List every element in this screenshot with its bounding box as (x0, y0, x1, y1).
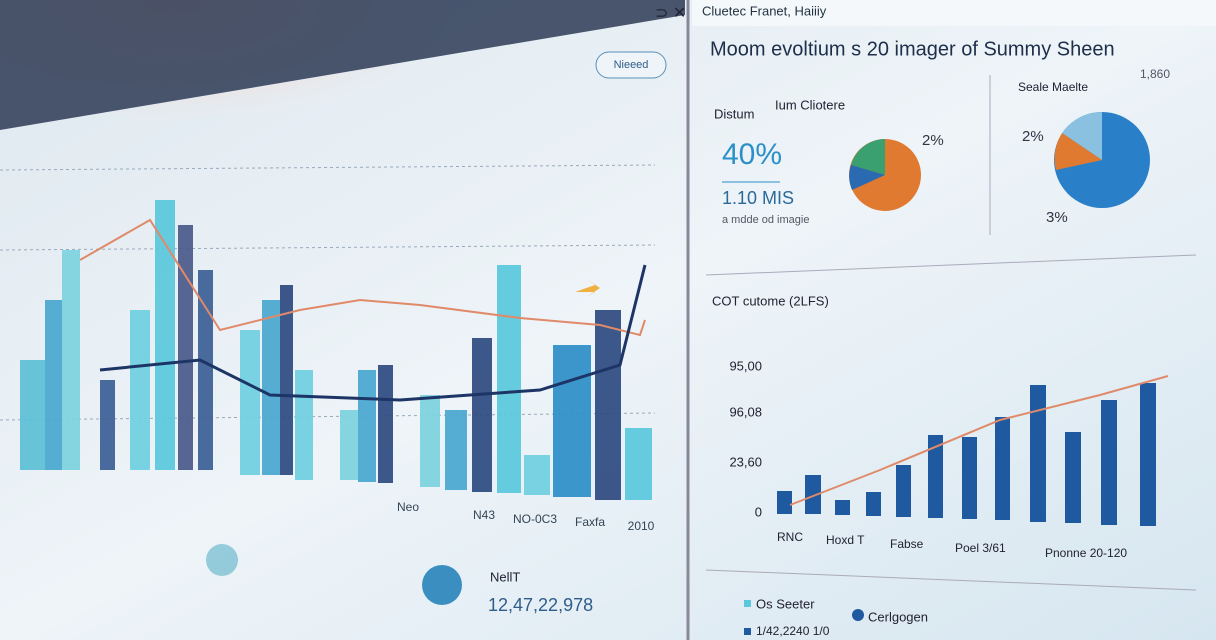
pie-label: 2% (922, 132, 944, 149)
legend-swatch (744, 600, 751, 607)
pie-label: 3% (1046, 209, 1068, 226)
window-controls[interactable]: ⊃ ✕ (655, 5, 686, 22)
pie-extra: 1,860 (1140, 67, 1170, 81)
pie-label: 2% (1022, 128, 1044, 145)
footer-label: NellT (490, 569, 520, 584)
legend-label: Cerlgogen (868, 609, 928, 624)
x-label: NO-0C3 (513, 512, 557, 526)
x-label: Fabse (890, 537, 924, 551)
pie (1054, 111, 1150, 208)
y-labels: 95,00 96,08 23,60 0 (729, 358, 762, 519)
bars (777, 383, 1156, 526)
grid-line (0, 164, 656, 171)
pie-title: Seale Maelte (1018, 80, 1088, 94)
trend-line (789, 375, 1169, 506)
icon (206, 544, 238, 576)
x-label: 2010 (628, 519, 655, 533)
kpi-value: 40% (722, 138, 782, 171)
y-label: 96,08 (729, 404, 762, 419)
legend-swatch (852, 609, 864, 621)
right-header (692, 0, 1216, 26)
trend-line (99, 264, 647, 402)
divider (705, 569, 1197, 591)
panel-title: Moom evoltium s 20 imager of Summy Sheen (710, 38, 1115, 60)
x-labels: Neo N43 NO-0C3 Faxfa 2010 (397, 500, 655, 533)
bars (20, 200, 652, 500)
y-label: 0 (755, 504, 762, 519)
grid-line (0, 244, 656, 251)
x-label: Pnonne 20-120 (1045, 546, 1127, 560)
y-label: 95,00 (729, 358, 762, 373)
dropdown[interactable]: Distum (714, 106, 754, 121)
legend-swatch (744, 628, 751, 635)
x-labels: RNC Hoxd T Fabse Poel 3/61 Pnonne 20-120 (777, 530, 1127, 560)
button[interactable] (595, 51, 667, 79)
x-label: Hoxd T (826, 533, 865, 547)
legend-label: Os Seeter (756, 596, 815, 611)
x-label: Poel 3/61 (955, 541, 1006, 555)
divider (705, 254, 1197, 276)
trend-line (79, 218, 646, 337)
icon (422, 565, 462, 605)
dropdown[interactable]: Ium Cliotere (775, 97, 845, 112)
x-label: RNC (777, 530, 803, 544)
kpi-caption: a mdde od imagie (722, 214, 809, 226)
pie (849, 139, 921, 211)
left-header-bar (0, 0, 685, 130)
x-label: Faxfa (575, 515, 605, 529)
button-label[interactable]: Nieeed (614, 59, 649, 71)
y-label: 23,60 (729, 454, 762, 469)
chart-title: COT cutome (2LFS) (712, 293, 829, 308)
arrow-icon (575, 280, 600, 296)
footer-value: 12,47,22,978 (488, 595, 593, 615)
legend-label: 1/42,2240 1/0 (756, 624, 830, 638)
x-label: Neo (397, 500, 419, 514)
header-title: Cluetec Franet, Haiiiy (702, 3, 827, 18)
x-label: N43 (473, 508, 495, 522)
kpi-sub: 1.10 MIS (722, 188, 794, 208)
